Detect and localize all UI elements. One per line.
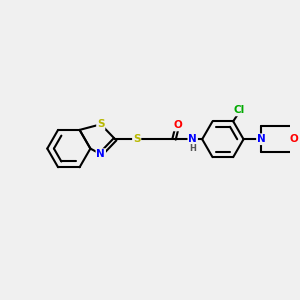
Text: S: S	[97, 119, 104, 129]
Text: N: N	[188, 134, 197, 144]
Text: Cl: Cl	[234, 105, 245, 116]
Text: H: H	[189, 144, 196, 153]
Text: O: O	[173, 120, 182, 130]
Text: N: N	[96, 149, 105, 159]
Text: S: S	[133, 134, 140, 144]
Text: N: N	[257, 134, 266, 144]
Text: O: O	[289, 134, 298, 144]
